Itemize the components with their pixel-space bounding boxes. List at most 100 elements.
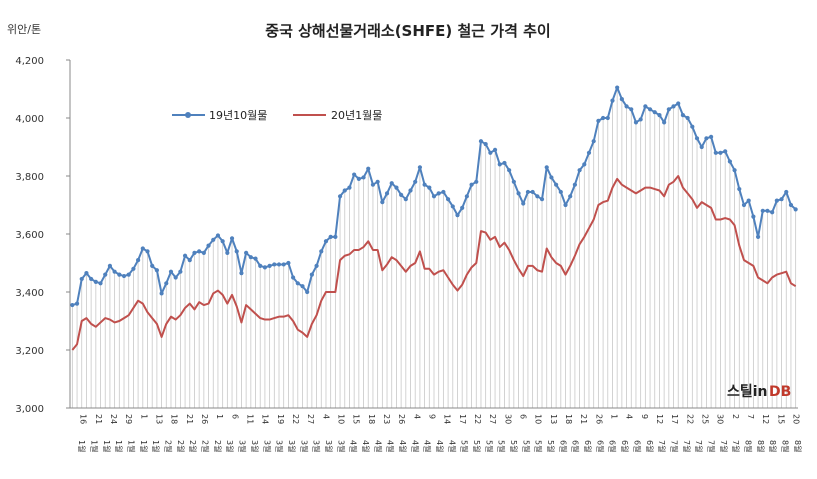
series-1-point xyxy=(93,279,98,284)
series-1-point xyxy=(262,265,268,270)
x-tick-month: 5월 xyxy=(546,440,556,452)
series-1-point xyxy=(366,166,371,171)
series-1-point xyxy=(699,144,704,150)
x-tick-day: 1 xyxy=(609,414,618,419)
series-1-point xyxy=(521,201,526,206)
series-1-point xyxy=(610,98,615,103)
x-tick-day: 18 xyxy=(564,414,573,424)
x-tick-month: 2월 xyxy=(201,440,211,452)
watermark-text-2: DB xyxy=(769,384,791,400)
series-1-point xyxy=(342,188,347,193)
series-1-point xyxy=(258,263,263,268)
series-1-point xyxy=(741,202,747,208)
x-tick-month: 5월 xyxy=(472,440,482,452)
series-1-point xyxy=(737,186,742,192)
series-1-point xyxy=(159,291,164,296)
series-1-point xyxy=(483,142,488,147)
legend-marker-series-1 xyxy=(185,112,191,118)
series-1-point xyxy=(647,107,653,112)
series-1-point xyxy=(145,249,150,254)
x-tick-month: 1월 xyxy=(102,440,112,452)
series-1-point xyxy=(380,200,385,205)
x-tick-month: 1월 xyxy=(127,440,137,452)
series-1-point xyxy=(464,194,469,199)
series-1-point xyxy=(394,185,399,190)
x-tick-month: 6월 xyxy=(583,440,593,452)
series-1-point xyxy=(314,263,319,268)
x-tick-month: 4월 xyxy=(410,440,420,452)
series-1-point xyxy=(103,272,108,277)
x-tick-day: 9 xyxy=(640,414,649,419)
x-tick-day: 17 xyxy=(670,414,679,424)
series-1-point xyxy=(652,110,657,115)
series-1-point xyxy=(417,165,423,170)
x-tick-day: 21 xyxy=(185,414,194,424)
series-1-point xyxy=(225,250,230,255)
series-1-point xyxy=(413,179,418,184)
series-1-point xyxy=(107,263,113,268)
x-tick-month: 4월 xyxy=(435,440,445,452)
series-1-point xyxy=(248,255,253,260)
x-tick-day: 27 xyxy=(488,414,497,424)
legend-item-series-2: 20년1월물 xyxy=(293,109,382,122)
series-1-point xyxy=(399,192,404,197)
series-1-point xyxy=(497,162,502,167)
series-1-point xyxy=(544,165,549,170)
x-tick-month: 3월 xyxy=(250,440,260,452)
series-1-point xyxy=(305,289,310,295)
series-1-point xyxy=(666,107,671,112)
series-1-point xyxy=(511,179,516,184)
series-1-point xyxy=(455,213,460,218)
x-tick-day: 24 xyxy=(109,414,118,424)
series-1-point xyxy=(290,275,296,280)
series-1-point xyxy=(558,189,563,195)
x-tick-day: 1 xyxy=(215,414,224,419)
series-1-point xyxy=(633,120,639,125)
series-1-point xyxy=(662,120,667,125)
series-1-point xyxy=(690,124,695,129)
series-1-point xyxy=(554,182,559,187)
y-axis-ticks: 3,000 3,200 3,400 3,600 3,800 4,000 4,200 xyxy=(15,56,70,415)
series-1-point xyxy=(441,189,446,195)
x-tick-day: 6 xyxy=(518,414,527,419)
series-1-point xyxy=(70,302,75,308)
series-1-point xyxy=(98,281,103,286)
series-1-point xyxy=(577,168,582,173)
series-1-point xyxy=(450,204,455,209)
series-1-point xyxy=(319,249,324,254)
series-1-point xyxy=(197,249,202,254)
series-1-point xyxy=(732,168,737,173)
x-tick-month: 5월 xyxy=(497,440,507,452)
x-tick-month: 4월 xyxy=(349,440,359,452)
x-tick-month: 2월 xyxy=(176,440,186,452)
series-1-point xyxy=(502,160,507,166)
x-tick-month: 4월 xyxy=(398,440,408,452)
x-tick-day: 12 xyxy=(655,414,664,424)
series-1-point xyxy=(211,237,216,242)
series-1-point xyxy=(770,210,775,215)
series-1-point xyxy=(164,281,169,286)
series-1-point xyxy=(718,150,723,155)
x-tick-month: 1월 xyxy=(90,440,100,452)
x-tick-month: 3월 xyxy=(287,440,297,452)
series-1-point xyxy=(671,104,676,109)
x-tick-day: 22 xyxy=(685,414,694,424)
series-1-point xyxy=(657,113,662,118)
x-tick-day: 19 xyxy=(276,414,285,424)
x-tick-day: 6 xyxy=(230,414,239,419)
series-1-point xyxy=(178,269,183,274)
series-1-point xyxy=(676,101,681,106)
series-1-point xyxy=(309,272,314,277)
x-tick-month: 3월 xyxy=(336,440,346,452)
series-1-point xyxy=(727,159,732,164)
x-tick-day: 4 xyxy=(412,414,421,419)
series-1-point xyxy=(516,191,521,196)
legend-item-series-1: 19년10월물 xyxy=(172,109,267,122)
series-1-point xyxy=(694,136,700,141)
y-tick-label: 4,000 xyxy=(15,114,44,125)
x-tick-day: 10 xyxy=(336,414,345,424)
x-tick-day: 15 xyxy=(776,414,785,424)
series-1-point xyxy=(182,253,188,258)
series-1-point xyxy=(596,118,601,123)
